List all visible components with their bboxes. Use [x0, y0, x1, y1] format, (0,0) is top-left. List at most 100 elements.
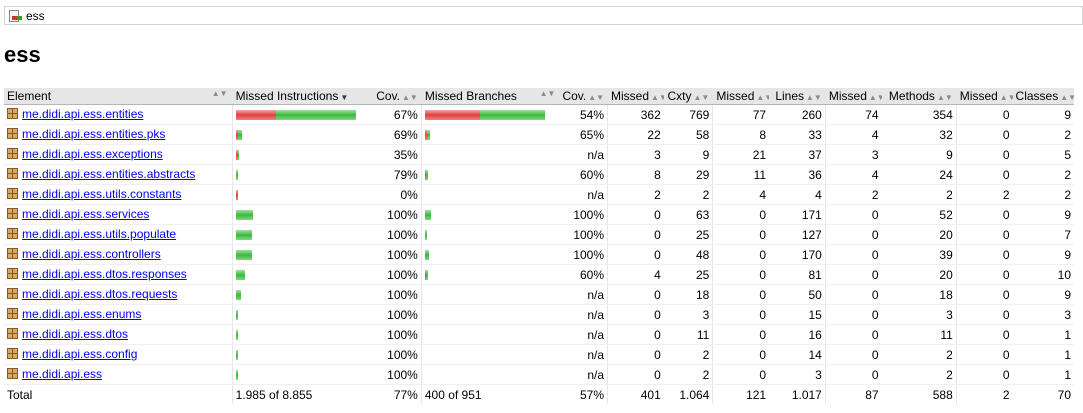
branch-cov-cell: 100%: [559, 224, 609, 245]
methods-cell: 2: [881, 344, 957, 365]
covered-bar-segment: [425, 170, 428, 181]
instructions-coverage-bar: [235, 110, 356, 121]
missed-branches-bar-cell: [421, 264, 560, 285]
missed-instructions-bar-cell: [232, 204, 371, 225]
branch-cov-cell: 65%: [559, 124, 609, 145]
covered-bar-segment: [235, 330, 238, 341]
missed-bar-segment: [424, 110, 480, 121]
missed-classes-cell: 0: [956, 324, 1013, 345]
instr-cov-cell: 35%: [370, 144, 422, 165]
missed-instructions-bar-cell: [232, 144, 371, 165]
breadcrumb-label: ess: [26, 8, 45, 23]
table-row: me.didi.api.ess.utils.constants 0% n/a 2 2 4 4…: [4, 184, 1074, 205]
missed-instructions-bar-cell: [232, 364, 371, 385]
covered-bar-segment: [426, 130, 430, 141]
instr-cov-cell: 0%: [370, 184, 422, 205]
col-header-missed-lines[interactable]: Missed ▲▼: [712, 88, 772, 105]
missed-classes-cell: 0: [956, 224, 1013, 245]
missed-classes-cell: 0: [956, 144, 1013, 165]
table-row: me.didi.api.ess.controllers 100% 100% 0 48 0 1…: [4, 244, 1074, 265]
sort-icon: ▲▼: [402, 93, 418, 102]
instr-cov-cell: 67%: [370, 104, 422, 125]
cxty-cell: 48: [663, 244, 714, 265]
col-header-missed-classes[interactable]: Missed ▲▼: [956, 88, 1016, 105]
col-header-lines[interactable]: Lines ▲▼: [769, 88, 826, 105]
col-header-instr-cov[interactable]: Cov. ▲▼: [370, 88, 422, 105]
sort-icon: ▲▼: [588, 93, 605, 102]
col-header-element[interactable]: Element ▲▼: [4, 88, 233, 105]
package-link[interactable]: me.didi.api.ess.controllers: [22, 246, 161, 261]
covered-bar-segment: [425, 270, 428, 281]
col-header-missed-instructions[interactable]: Missed Instructions ▼: [232, 88, 371, 105]
missed-lines-cell: 0: [712, 364, 770, 385]
cxty-cell: 3: [663, 304, 714, 325]
missed-lines-cell: 0: [712, 244, 770, 265]
missed-methods-cell: 0: [825, 224, 882, 245]
package-link[interactable]: me.didi.api.ess: [22, 366, 103, 381]
package-link[interactable]: me.didi.api.ess.utils.populate: [22, 226, 177, 241]
col-header-missed-cxty[interactable]: Missed ▲▼: [607, 88, 667, 105]
branch-cov-cell: n/a: [559, 144, 609, 165]
missed-instructions-bar-cell: [232, 324, 371, 345]
package-link[interactable]: me.didi.api.ess.dtos.responses: [22, 266, 187, 281]
covered-bar-segment: [235, 370, 238, 381]
missed-instructions-bar-cell: [232, 224, 371, 245]
missed-methods-cell: 0: [825, 364, 882, 385]
total-lines: 1.017: [769, 384, 826, 404]
col-header-branch-cov[interactable]: Cov. ▲▼: [559, 88, 609, 105]
covered-bar-segment: [479, 110, 545, 121]
branches-coverage-bar: [424, 210, 431, 221]
missed-instructions-bar-cell: [232, 104, 371, 125]
package-link[interactable]: me.didi.api.ess.dtos: [22, 326, 129, 341]
col-header-classes[interactable]: Classes ▲▼: [1012, 88, 1076, 105]
instr-cov-cell: 79%: [370, 164, 422, 185]
package-link[interactable]: me.didi.api.ess.exceptions: [22, 146, 163, 161]
methods-cell: 2: [881, 364, 957, 385]
table-row: me.didi.api.ess.dtos.responses 100% 60% 4 25…: [4, 264, 1074, 285]
missed-bar-segment: [424, 130, 427, 141]
table-row: me.didi.api.ess.entities.pks 69% 65% 22 58 8 3…: [4, 124, 1074, 145]
col-header-missed-methods[interactable]: Missed ▲▼: [825, 88, 885, 105]
missed-bar-segment: [424, 170, 426, 181]
missed-lines-cell: 0: [712, 204, 770, 225]
missed-lines-cell: 0: [712, 324, 770, 345]
sort-icon: ▲▼: [868, 93, 885, 102]
package-link[interactable]: me.didi.api.ess.services: [22, 206, 150, 221]
package-link[interactable]: me.didi.api.ess.utils.constants: [22, 186, 182, 201]
covered-bar-segment: [235, 230, 252, 241]
missed-methods-cell: 0: [825, 204, 882, 225]
missed-instructions-bar-cell: [232, 344, 371, 365]
missed-branches-bar-cell: [421, 124, 560, 145]
missed-classes-cell: 0: [956, 364, 1013, 385]
missed-classes-cell: 0: [956, 244, 1013, 265]
classes-cell: 9: [1012, 204, 1074, 225]
missed-classes-cell: 0: [956, 124, 1013, 145]
package-link[interactable]: me.didi.api.ess.config: [22, 346, 138, 361]
total-instructions: 1.985 of 8.855: [232, 384, 371, 404]
col-header-cxty[interactable]: Cxty ▲▼: [663, 88, 714, 105]
missed-instructions-bar-cell: [232, 264, 371, 285]
total-missed-lines: 121: [712, 384, 770, 404]
package-link[interactable]: me.didi.api.ess.dtos.requests: [22, 286, 178, 301]
methods-cell: 32: [881, 124, 957, 145]
branch-cov-cell: n/a: [559, 284, 609, 305]
missed-classes-cell: 0: [956, 104, 1013, 125]
missed-branches-bar-cell: [421, 104, 560, 125]
missed-branches-bar-cell: [421, 144, 560, 165]
sort-icon: ▲▼: [806, 93, 822, 102]
instructions-coverage-bar: [235, 330, 238, 341]
col-header-missed-branches[interactable]: Missed Branches ▲▼: [421, 88, 560, 105]
package-link[interactable]: me.didi.api.ess.entities.abstracts: [22, 166, 196, 181]
package-link[interactable]: me.didi.api.ess.entities.pks: [22, 126, 166, 141]
col-header-methods[interactable]: Methods ▲▼: [881, 88, 957, 105]
covered-bar-segment: [235, 290, 241, 301]
package-link[interactable]: me.didi.api.ess.entities: [22, 106, 144, 121]
missed-cxty-cell: 0: [607, 244, 664, 265]
covered-bar-segment: [235, 350, 238, 361]
package-link[interactable]: me.didi.api.ess.enums: [22, 306, 142, 321]
classes-cell: 1: [1012, 344, 1074, 365]
missed-lines-cell: 0: [712, 304, 770, 325]
element-cell: me.didi.api.ess.dtos: [4, 324, 233, 345]
covered-bar-segment: [424, 210, 431, 221]
cxty-cell: 2: [663, 184, 714, 205]
